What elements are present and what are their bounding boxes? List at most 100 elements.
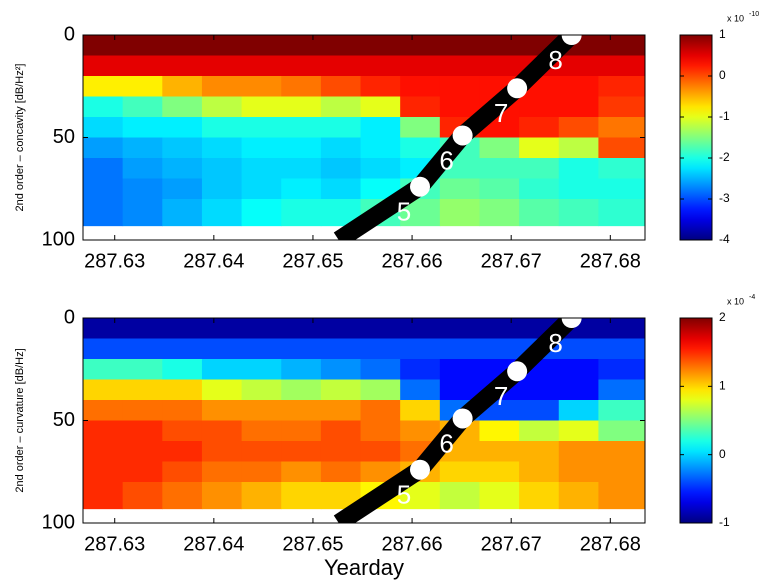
heatmap-cell	[201, 441, 243, 462]
heatmap-cell	[83, 137, 124, 159]
heatmap-cell	[320, 96, 362, 118]
heatmap-cell	[83, 379, 124, 401]
heatmap-cell	[598, 461, 645, 483]
heatmap-cell	[122, 441, 163, 462]
heatmap-cell	[558, 400, 599, 421]
heatmap-cell	[122, 55, 163, 77]
heatmap-cell	[122, 359, 163, 380]
heatmap-cell	[598, 379, 645, 401]
heatmap-cell	[281, 96, 322, 118]
heatmap-cell	[241, 338, 282, 360]
heatmap-cell	[83, 441, 124, 462]
heatmap-cell	[162, 178, 203, 200]
heatmap-cell	[598, 338, 645, 360]
heatmap-cell	[122, 318, 163, 339]
heatmap-cell	[400, 359, 441, 380]
heatmap-cell	[83, 400, 124, 421]
heatmap-cell	[558, 482, 599, 510]
heatmap-cell	[281, 55, 322, 77]
heatmap-cell	[162, 482, 203, 510]
heatmap-cell	[320, 400, 362, 421]
heatmap-cell	[479, 482, 520, 510]
heatmap-cell	[400, 96, 441, 118]
heatmap-cell	[241, 55, 282, 77]
x-tick-label: 287.63	[84, 250, 145, 272]
heatmap-cell	[519, 420, 560, 442]
heatmap-cell	[479, 420, 520, 442]
heatmap-cell	[360, 420, 401, 442]
heatmap-cell	[162, 420, 203, 442]
heatmap-cell	[122, 137, 163, 159]
heatmap-cell	[162, 35, 203, 56]
heatmap-cell	[320, 338, 362, 360]
heatmap-cell	[281, 441, 322, 462]
heatmap-cell	[162, 318, 203, 339]
colorbar-tick-label: -3	[719, 191, 730, 205]
heatmap-cell	[360, 55, 401, 77]
colorbar-tick-label: 2	[719, 310, 726, 324]
heatmap-cell	[83, 199, 124, 227]
heatmap-cell	[400, 137, 441, 159]
heatmap-cell	[320, 35, 362, 56]
colorbar-tick-label: 0	[719, 68, 726, 82]
heatmap-cell	[83, 461, 124, 483]
heatmap-cell	[558, 96, 599, 118]
heatmap-cell	[439, 461, 480, 483]
heatmap-cell	[122, 400, 163, 421]
heatmap-cell	[439, 318, 480, 339]
heatmap-cell	[479, 338, 520, 360]
marker-label: 6	[439, 428, 453, 458]
track-marker	[410, 176, 431, 197]
heatmap-cell	[281, 359, 322, 380]
y-tick-label: 50	[53, 409, 75, 431]
heatmap-cell	[479, 35, 520, 56]
heatmap-cell	[122, 461, 163, 483]
heatmap-cell	[479, 318, 520, 339]
heatmap-cell	[598, 137, 645, 159]
heatmap-cell	[439, 199, 480, 227]
heatmap-cell	[439, 96, 480, 118]
heatmap-cell	[400, 35, 441, 56]
heatmap-cell	[241, 117, 282, 138]
heatmap-cell	[439, 76, 480, 97]
heatmap-cell	[558, 117, 599, 138]
heatmap-cell	[558, 199, 599, 227]
heatmap-cell	[201, 482, 243, 510]
heatmap-cell	[122, 117, 163, 138]
heatmap-cell	[83, 318, 124, 339]
heatmap-cell	[360, 359, 401, 380]
heatmap-cell	[320, 379, 362, 401]
heatmap-cell	[83, 178, 124, 200]
heatmap-cell	[320, 158, 362, 179]
y-tick-label: 100	[42, 228, 75, 250]
heatmap-cell	[400, 338, 441, 360]
heatmap-cell	[519, 137, 560, 159]
heatmap-cell	[241, 441, 282, 462]
heatmap-cell	[320, 441, 362, 462]
heatmap-cell	[479, 461, 520, 483]
heatmap-cell	[439, 35, 480, 56]
heatmap-cell	[360, 76, 401, 97]
heatmap-cell	[162, 441, 203, 462]
heatmap-cell	[320, 178, 362, 200]
heatmap-cell	[83, 359, 124, 380]
heatmap-cell	[519, 482, 560, 510]
marker-label: 6	[439, 145, 453, 175]
heatmap-cell	[519, 461, 560, 483]
heatmap-cell	[598, 400, 645, 421]
heatmap-cell	[83, 76, 124, 97]
heatmap-cell	[558, 359, 599, 380]
heatmap-cell	[241, 35, 282, 56]
heatmap-cell	[83, 35, 124, 56]
marker-label: 7	[494, 98, 508, 128]
heatmap-cell	[439, 379, 480, 401]
heatmap-cell	[201, 379, 243, 401]
heatmap-cell	[122, 96, 163, 118]
heatmap-cell	[241, 137, 282, 159]
heatmap-cell	[360, 178, 401, 200]
heatmap-cell	[598, 359, 645, 380]
heatmap-cell	[598, 178, 645, 200]
heatmap-cell	[400, 318, 441, 339]
heatmap-cell	[201, 117, 243, 138]
heatmap-cell	[83, 158, 124, 179]
